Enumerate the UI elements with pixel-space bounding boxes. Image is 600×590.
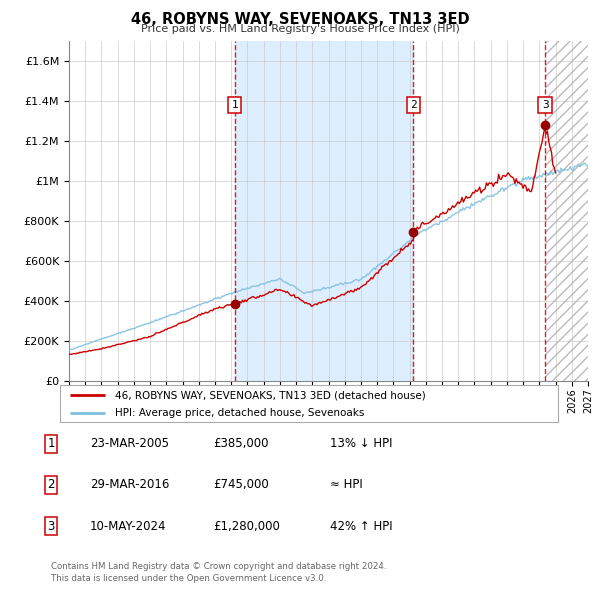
Text: 42% ↑ HPI: 42% ↑ HPI <box>330 520 392 533</box>
Text: 1: 1 <box>47 437 55 450</box>
Text: 46, ROBYNS WAY, SEVENOAKS, TN13 3ED: 46, ROBYNS WAY, SEVENOAKS, TN13 3ED <box>131 12 469 27</box>
Text: £385,000: £385,000 <box>213 437 269 450</box>
Text: £1,280,000: £1,280,000 <box>213 520 280 533</box>
Bar <box>545 41 588 381</box>
Text: ≈ HPI: ≈ HPI <box>330 478 363 491</box>
Text: 2: 2 <box>47 478 55 491</box>
Text: Price paid vs. HM Land Registry's House Price Index (HPI): Price paid vs. HM Land Registry's House … <box>140 24 460 34</box>
Text: 10-MAY-2024: 10-MAY-2024 <box>90 520 167 533</box>
Text: 29-MAR-2016: 29-MAR-2016 <box>90 478 169 491</box>
Bar <box>235 41 413 381</box>
Text: 2: 2 <box>410 100 417 110</box>
Text: 23-MAR-2005: 23-MAR-2005 <box>90 437 169 450</box>
Text: HPI: Average price, detached house, Sevenoaks: HPI: Average price, detached house, Seve… <box>115 408 364 418</box>
Text: Contains HM Land Registry data © Crown copyright and database right 2024.
This d: Contains HM Land Registry data © Crown c… <box>51 562 386 583</box>
Text: 13% ↓ HPI: 13% ↓ HPI <box>330 437 392 450</box>
Text: 46, ROBYNS WAY, SEVENOAKS, TN13 3ED (detached house): 46, ROBYNS WAY, SEVENOAKS, TN13 3ED (det… <box>115 390 425 400</box>
Bar <box>545 41 588 381</box>
Text: 1: 1 <box>232 100 238 110</box>
Text: 3: 3 <box>542 100 548 110</box>
Text: 3: 3 <box>47 520 55 533</box>
Text: £745,000: £745,000 <box>213 478 269 491</box>
